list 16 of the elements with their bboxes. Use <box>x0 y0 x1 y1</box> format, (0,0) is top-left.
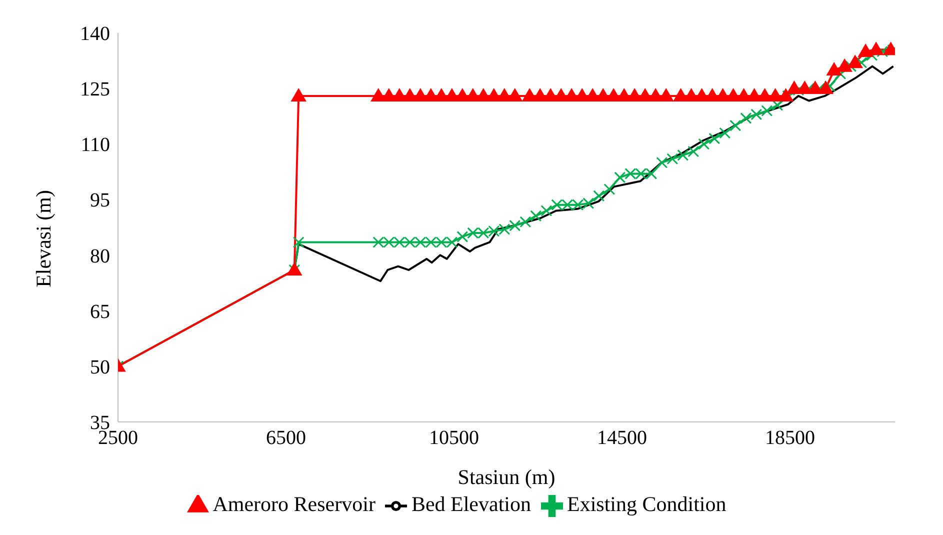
legend-label: Bed Elevation <box>411 492 531 516</box>
legend-label: Ameroro Reservoir <box>212 492 376 516</box>
y-tick-label: 110 <box>80 134 110 156</box>
x-tick-label: 18500 <box>765 427 815 450</box>
y-tick-label: 50 <box>90 356 110 378</box>
x-tick-label: 10500 <box>429 427 479 450</box>
x-tick-label: 6500 <box>266 427 306 450</box>
y-tick-label: 95 <box>90 190 110 212</box>
y-tick-label: 80 <box>90 245 110 268</box>
x-axis-title: Stasiun (m) <box>458 464 556 489</box>
y-tick-label: 125 <box>80 78 110 101</box>
y-tick-label: 65 <box>90 300 110 323</box>
x-tick-label: 14500 <box>597 427 647 450</box>
y-axis-title: Elevasi (m) <box>31 190 56 288</box>
y-tick-label: 140 <box>80 23 110 46</box>
legend-label: Existing Condition <box>567 492 726 516</box>
